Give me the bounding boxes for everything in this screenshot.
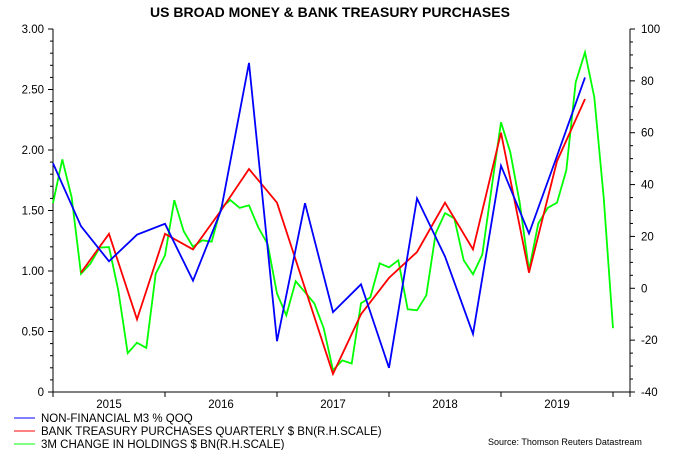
right-tick-label: -40 (641, 387, 658, 399)
right-tick-label: 80 (641, 76, 654, 88)
axes: 0 0.50 1.00 1.50 2.00 2.50 3.00 -40 -20 0 20 40 60 80… (22, 24, 661, 411)
right-tick-label: 0 (641, 283, 647, 295)
right-tick-label: 100 (641, 24, 660, 36)
left-tick-label: 1.50 (22, 206, 44, 218)
left-tick-label: 0 (38, 387, 44, 399)
series-line-purchases (81, 99, 585, 374)
x-tick-label: 2018 (432, 399, 458, 411)
x-tick-label: 2016 (208, 399, 234, 411)
x-tick-label: 2019 (544, 399, 570, 411)
x-tick-label: 2015 (96, 399, 122, 411)
right-tick-label: 60 (641, 128, 654, 140)
left-tick-label: 3.00 (22, 24, 44, 36)
series-lines (53, 52, 613, 374)
right-tick-label: -20 (641, 335, 658, 347)
legend-label-m3: NON-FINANCIAL M3 % QOQ (41, 413, 193, 425)
left-tick-label: 0.50 (22, 327, 44, 339)
legend: NON-FINANCIAL M3 % QOQ BANK TREASURY PUR… (14, 413, 382, 450)
right-tick-label: 40 (641, 180, 654, 192)
chart-title: US BROAD MONEY & BANK TREASURY PURCHASES (150, 4, 510, 20)
x-tick-label: 2017 (320, 399, 346, 411)
legend-label-holdings: 3M CHANGE IN HOLDINGS $ BN(R.H.SCALE) (41, 439, 285, 450)
left-tick-label: 2.00 (22, 145, 44, 157)
series-line-holdings (53, 52, 613, 370)
source-note: Source: Thomson Reuters Datastream (488, 437, 642, 447)
right-tick-label: 20 (641, 231, 654, 243)
legend-label-purchases: BANK TREASURY PURCHASES QUARTERLY $ BN(R… (41, 426, 382, 438)
left-tick-label: 2.50 (22, 85, 44, 97)
series-line-m3 (53, 63, 585, 368)
left-tick-label: 1.00 (22, 266, 44, 278)
